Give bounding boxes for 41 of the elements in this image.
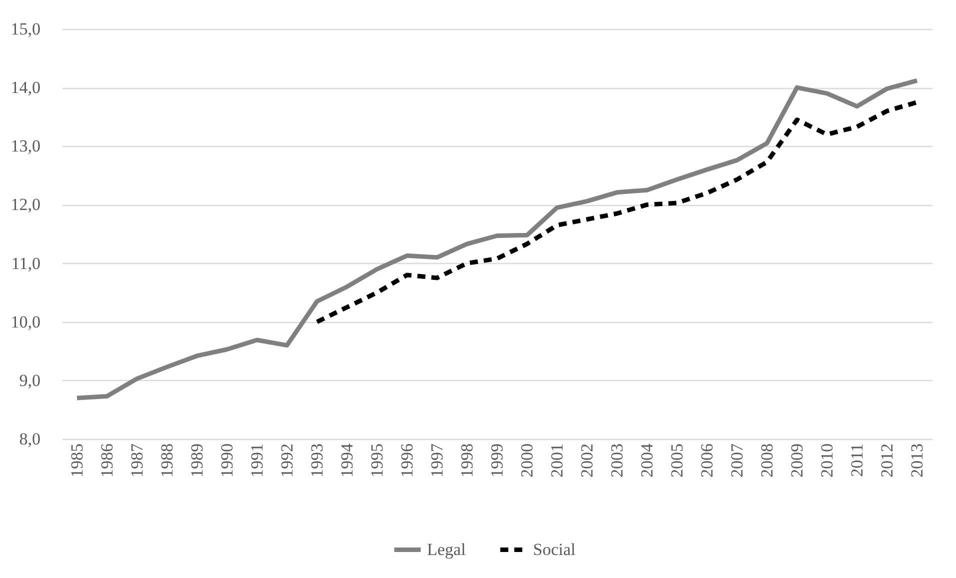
- x-tick-label: 2003: [608, 444, 626, 478]
- x-tick-label: 2007: [728, 443, 746, 478]
- x-tick-label: 2011: [848, 444, 866, 477]
- legend-label: Social: [533, 540, 576, 559]
- x-tick-label: 1990: [218, 444, 236, 478]
- x-tick-label: 1987: [128, 443, 146, 478]
- x-tick-label: 1997: [428, 443, 446, 478]
- y-tick-label: 11,0: [11, 254, 40, 273]
- x-tick-label: 2013: [908, 444, 926, 478]
- y-tick-label: 15,0: [10, 20, 40, 38]
- x-tick-label: 2005: [668, 444, 686, 478]
- x-tick-label: 1998: [458, 444, 476, 478]
- x-tick-label: 1992: [278, 444, 296, 478]
- x-tick-label: 1996: [398, 444, 416, 478]
- x-tick-label: 1989: [188, 444, 206, 478]
- x-tick-label: 2004: [638, 443, 656, 478]
- x-tick-label: 1988: [158, 444, 176, 478]
- x-tick-label: 2010: [818, 444, 836, 478]
- x-tick-label: 1994: [338, 443, 356, 478]
- x-tick-label: 2002: [578, 444, 596, 478]
- x-tick-label: 1999: [488, 444, 506, 478]
- x-tick-label: 2001: [548, 444, 566, 478]
- x-tick-label: 1993: [308, 444, 326, 478]
- x-tick-label: 2008: [758, 444, 776, 478]
- y-tick-label: 9,0: [19, 370, 40, 390]
- y-tick-label: 12,0: [10, 195, 40, 214]
- line-series: [314, 100, 920, 324]
- x-tick-label: 2000: [518, 444, 536, 478]
- x-tick-label: 2012: [878, 444, 896, 478]
- y-tick-label: 14,0: [10, 78, 40, 98]
- line-series: [74, 78, 920, 400]
- y-tick-label: 10,0: [10, 312, 40, 332]
- x-tick-label: 1995: [368, 444, 386, 478]
- legend-label: Legal: [427, 540, 466, 559]
- x-tick-label: 2006: [698, 444, 716, 478]
- x-tick-label: 2009: [788, 444, 806, 478]
- x-tick-label: 1985: [68, 444, 86, 478]
- x-tick-label: 1986: [98, 444, 116, 478]
- y-tick-label: 13,0: [10, 136, 40, 156]
- x-tick-label: 1991: [248, 444, 266, 478]
- y-tick-label: 8,0: [19, 430, 40, 448]
